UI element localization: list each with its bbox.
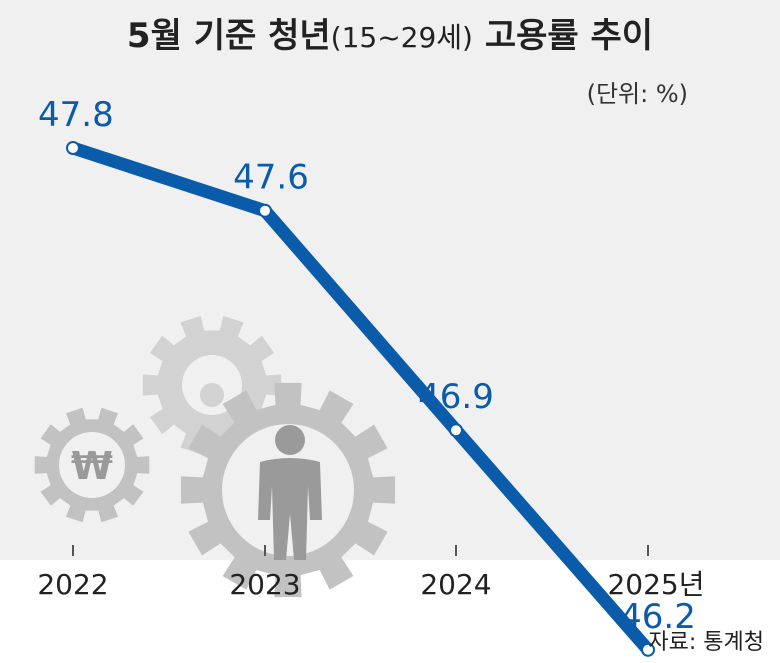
person-head-icon: [275, 425, 305, 455]
source-label: 자료: 통계청: [648, 630, 764, 655]
title-suffix: 고용률 추이: [484, 16, 654, 56]
unit-label: (단위: %): [586, 80, 688, 108]
person-gear-icon: [180, 382, 396, 598]
gear-hole: [59, 432, 125, 498]
person-body-icon: [258, 458, 322, 560]
won-gear-icon: ₩: [34, 407, 150, 523]
gear-decoration: ₩: [34, 315, 396, 598]
title-main: 5월 기준 청년: [126, 16, 331, 56]
data-label: 47.6: [233, 158, 309, 198]
x-tick-label: 2024: [420, 568, 491, 601]
data-label: 47.8: [38, 95, 114, 135]
data-point: [66, 141, 80, 155]
series-line: [66, 141, 655, 657]
data-point: [449, 423, 463, 438]
chart-marks: 47.8 47.6 46.9 46.2 2022 2023 2024 2025년: [37, 95, 705, 657]
x-tick-label: 2023: [229, 568, 300, 601]
won-symbol-icon: ₩: [71, 444, 113, 488]
title-parenthetical: (15~29세): [330, 21, 473, 54]
gear-hub: [200, 383, 224, 407]
x-tick-label: 2022: [37, 568, 108, 601]
data-point: [641, 642, 655, 657]
data-point: [258, 203, 272, 218]
chart-title: 5월 기준 청년(15~29세) 고용률 추이: [0, 8, 780, 57]
data-label: 46.9: [418, 377, 494, 417]
x-tick-label: 2025년: [607, 568, 704, 601]
data-label: 46.2: [620, 597, 696, 637]
